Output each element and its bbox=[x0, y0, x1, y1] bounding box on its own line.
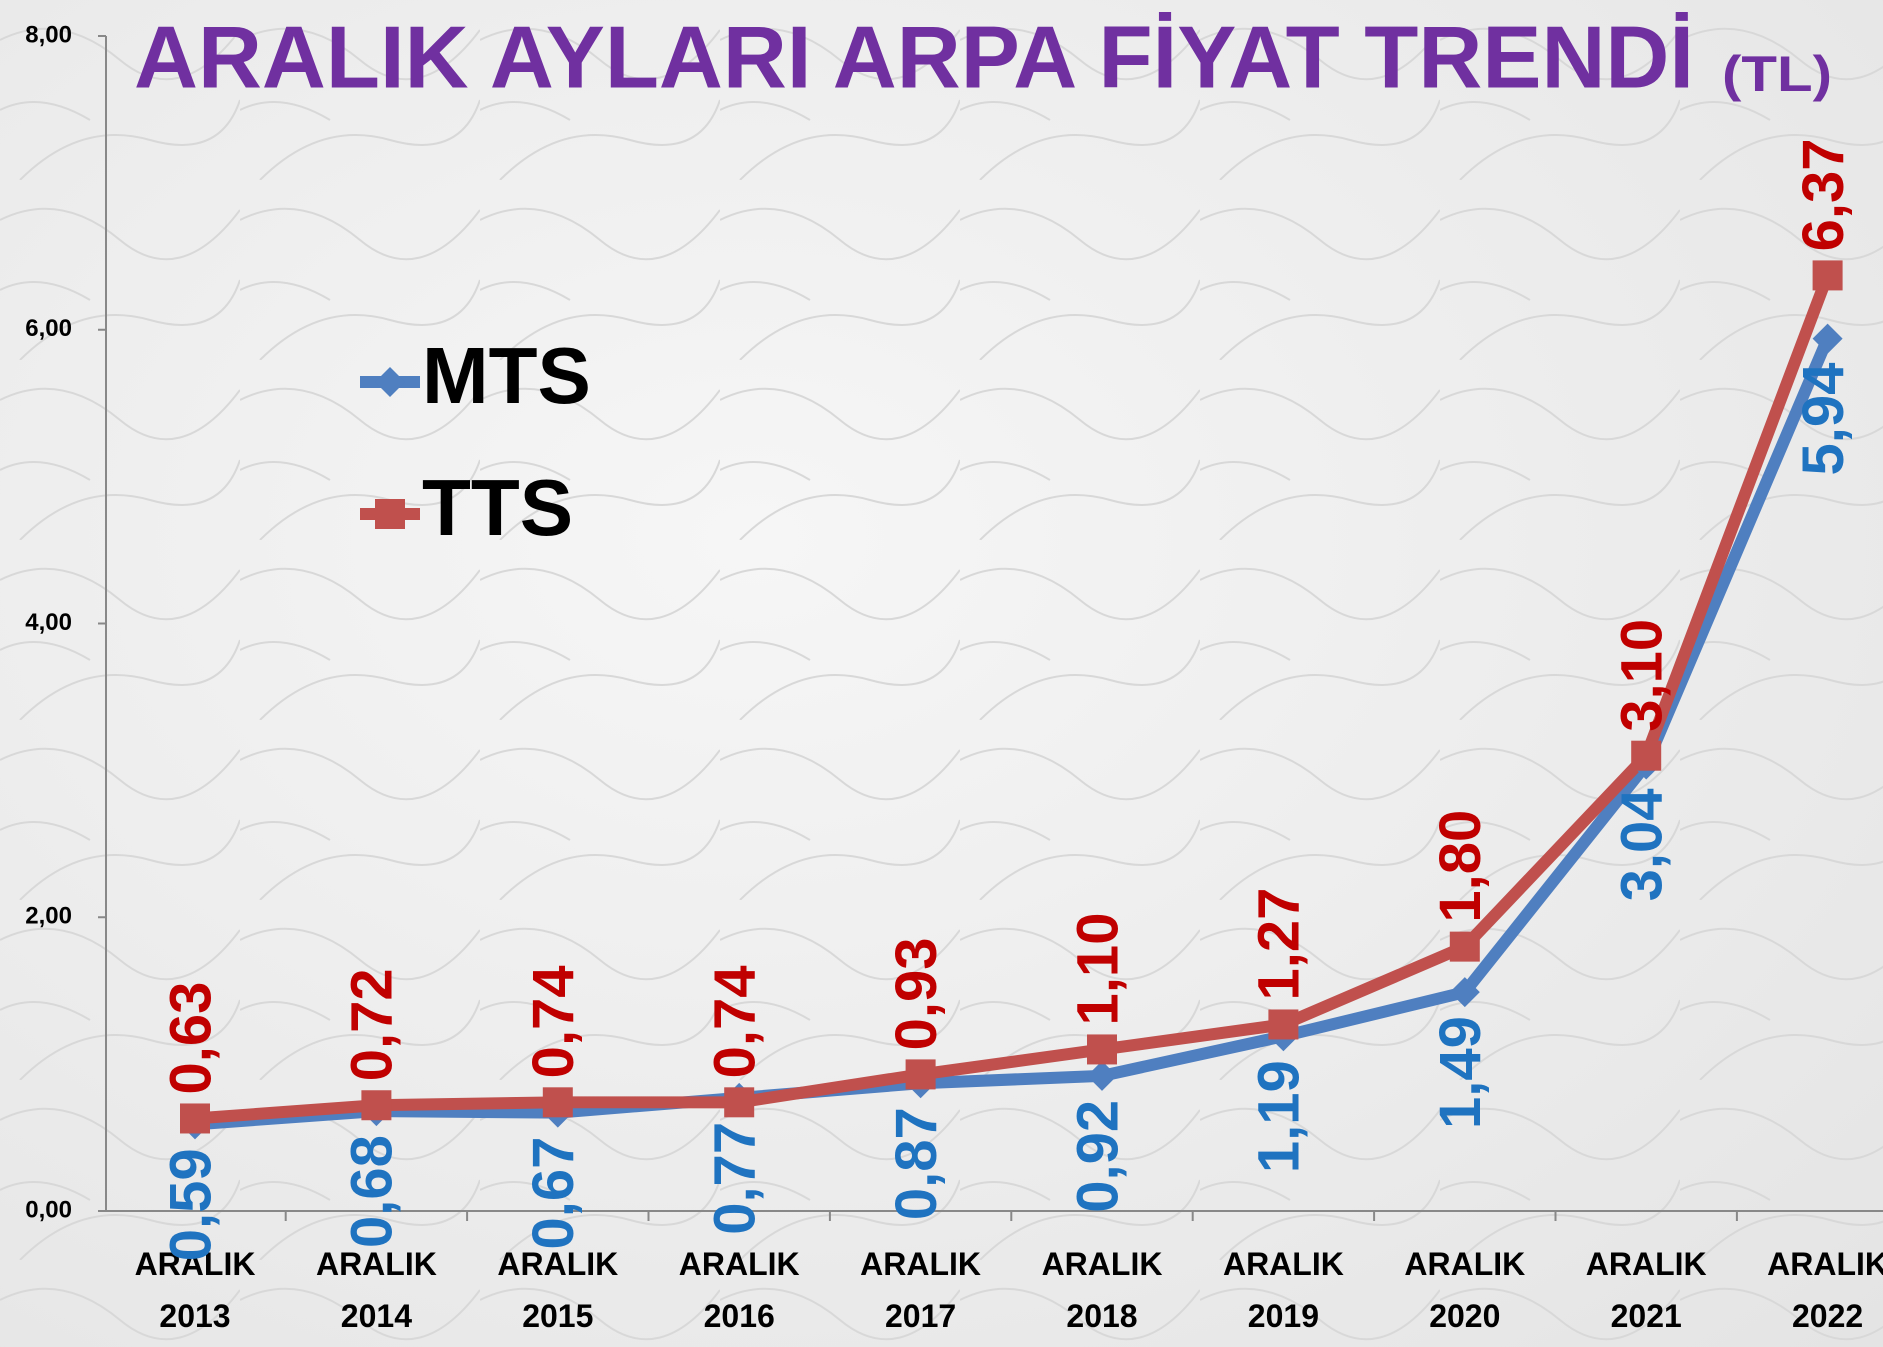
chart-unit: (TL) bbox=[1722, 46, 1832, 102]
marker bbox=[1087, 1034, 1117, 1065]
marker bbox=[905, 1059, 936, 1090]
data-label: 1,19 bbox=[1247, 1060, 1312, 1173]
x-tick-label: ARALIK 2015 bbox=[497, 1246, 618, 1334]
data-label: 0,59 bbox=[158, 1148, 223, 1261]
marker bbox=[180, 1103, 210, 1134]
x-tick-label: ARALIK 2022 bbox=[1767, 1246, 1883, 1334]
x-tick-label: ARALIK 2020 bbox=[1404, 1246, 1525, 1334]
x-tick-label: ARALIK 2019 bbox=[1223, 1246, 1344, 1334]
chart-title: ARALIK AYLARI ARPA FİYAT TRENDİ bbox=[134, 7, 1694, 106]
data-label: 6,37 bbox=[1791, 139, 1856, 252]
marker bbox=[1812, 260, 1843, 291]
x-tick-label: ARALIK 2017 bbox=[860, 1246, 981, 1334]
data-label: 0,74 bbox=[703, 965, 768, 1078]
series-line bbox=[194, 273, 1834, 1125]
marker bbox=[1631, 740, 1662, 771]
marker bbox=[375, 367, 405, 397]
data-label: 0,77 bbox=[703, 1122, 768, 1235]
legend-label: MTS bbox=[422, 331, 591, 420]
data-label: 0,67 bbox=[521, 1137, 586, 1250]
data-label: 1,10 bbox=[1065, 913, 1130, 1026]
data-label: 0,87 bbox=[884, 1107, 949, 1220]
y-tick-label: 2,00 bbox=[25, 903, 72, 930]
data-label: 3,04 bbox=[1610, 789, 1675, 902]
data-label: 0,63 bbox=[158, 982, 223, 1095]
data-label: 0,93 bbox=[884, 938, 949, 1051]
x-tick-label: ARALIK 2013 bbox=[135, 1246, 256, 1334]
data-label: 1,27 bbox=[1247, 888, 1312, 1001]
y-tick-label: 0,00 bbox=[25, 1196, 72, 1223]
marker bbox=[1087, 1060, 1117, 1091]
legend-label: TTS bbox=[422, 463, 573, 552]
marker bbox=[1268, 1009, 1299, 1040]
x-tick-label: ARALIK 2016 bbox=[679, 1246, 800, 1334]
series-line bbox=[194, 336, 1834, 1131]
marker bbox=[1812, 323, 1843, 354]
y-tick-label: 4,00 bbox=[25, 609, 72, 636]
x-tick-label: ARALIK 2021 bbox=[1586, 1246, 1707, 1334]
marker bbox=[724, 1087, 755, 1118]
y-tick-label: 6,00 bbox=[25, 315, 72, 342]
marker bbox=[1449, 977, 1480, 1008]
x-tick-label: ARALIK 2018 bbox=[1042, 1246, 1163, 1334]
data-label: 0,92 bbox=[1065, 1100, 1130, 1213]
marker bbox=[542, 1087, 573, 1118]
data-label: 1,80 bbox=[1428, 810, 1493, 923]
x-tick-label: ARALIK 2014 bbox=[316, 1246, 437, 1334]
marker bbox=[1449, 931, 1480, 962]
y-tick-label: 8,00 bbox=[25, 21, 72, 48]
data-label: 5,94 bbox=[1791, 363, 1856, 476]
data-label: 0,74 bbox=[521, 965, 586, 1078]
data-label: 0,68 bbox=[340, 1135, 405, 1248]
marker bbox=[375, 499, 405, 529]
data-label: 1,49 bbox=[1428, 1016, 1493, 1129]
marker bbox=[361, 1090, 392, 1121]
data-label: 3,10 bbox=[1610, 619, 1675, 732]
data-label: 0,72 bbox=[340, 968, 405, 1081]
